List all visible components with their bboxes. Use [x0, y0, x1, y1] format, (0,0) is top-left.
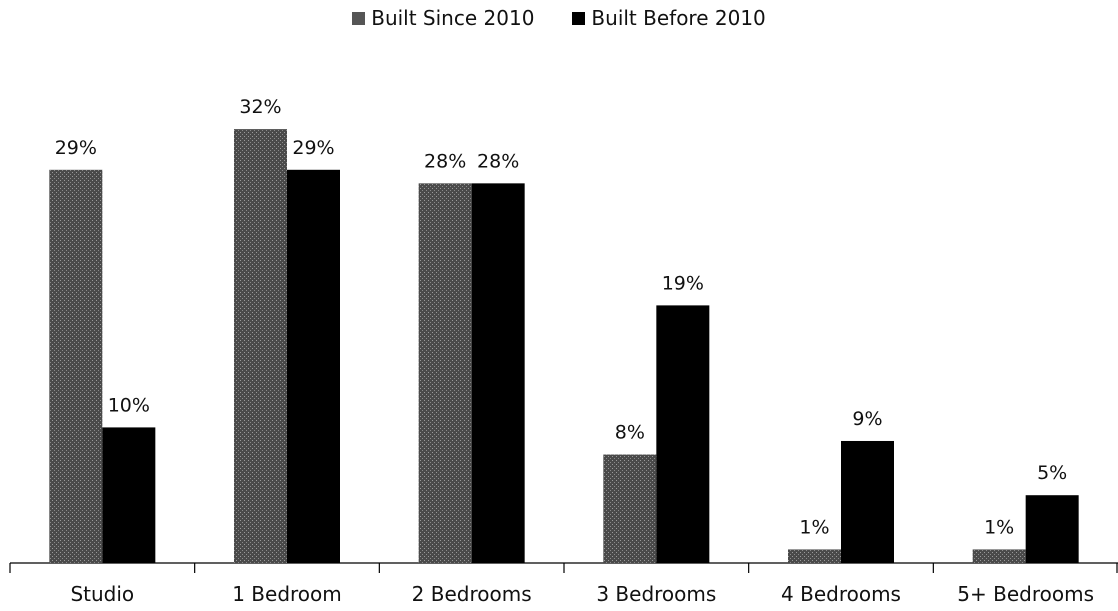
data-label: 9% [852, 408, 882, 430]
x-tick-label: 3 Bedrooms [596, 582, 716, 606]
data-label: 29% [292, 137, 334, 159]
x-tick-label: Studio [70, 582, 134, 606]
data-label: 28% [424, 150, 466, 172]
x-tick-label: 1 Bedroom [232, 582, 342, 606]
bar-built-since-2010 [49, 169, 103, 563]
data-label: 29% [55, 137, 97, 159]
legend-label-built-before-2010: Built Before 2010 [591, 6, 766, 30]
x-tick-label: 5+ Bedrooms [957, 582, 1094, 606]
bar-built-before-2010 [287, 169, 340, 563]
bar-built-before-2010 [471, 183, 525, 563]
data-label: 1% [799, 516, 829, 538]
data-label: 10% [108, 394, 150, 416]
bar-built-since-2010 [418, 183, 472, 563]
legend-swatch-built-before-2010 [572, 11, 586, 25]
bar-built-before-2010 [656, 305, 710, 563]
legend-item-built-since-2010: Built Since 2010 [352, 6, 534, 30]
legend-item-built-before-2010: Built Before 2010 [572, 6, 766, 30]
data-label: 28% [477, 150, 519, 172]
bar-built-since-2010 [788, 549, 841, 563]
bar-built-since-2010 [234, 129, 287, 563]
legend-swatch-built-since-2010 [352, 11, 366, 25]
legend: Built Since 2010 Built Before 2010 [0, 6, 1118, 30]
bar-built-before-2010 [841, 440, 894, 563]
bar-built-before-2010 [1025, 495, 1079, 563]
x-tick-label: 2 Bedrooms [412, 582, 532, 606]
data-label: 5% [1037, 462, 1067, 484]
data-label: 8% [615, 422, 645, 444]
legend-label-built-since-2010: Built Since 2010 [371, 6, 535, 30]
bar-built-since-2010 [603, 454, 657, 563]
bar-built-before-2010 [102, 427, 156, 563]
data-label: 19% [662, 272, 704, 294]
data-label: 32% [239, 96, 281, 118]
x-tick-label: 4 Bedrooms [781, 582, 901, 606]
data-label: 1% [984, 516, 1014, 538]
bar-built-since-2010 [972, 549, 1026, 563]
